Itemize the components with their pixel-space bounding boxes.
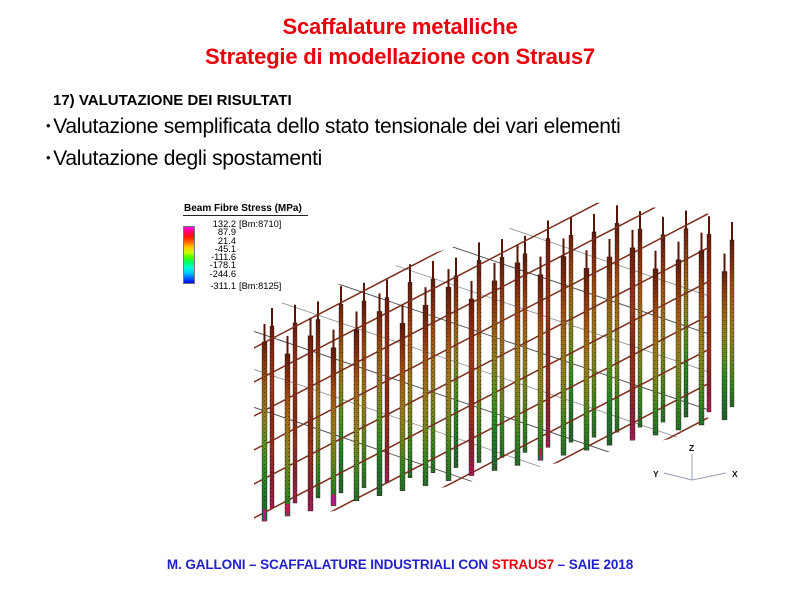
page-title: Scaffalature metalliche Strategie di mod…: [0, 12, 800, 72]
footer-text-pre: M. GALLONI – SCAFFALATURE INDUSTRIALI CO…: [166, 557, 492, 572]
legend-body: 132.2 [Bm:8710] 87.9 21.4 -45.1 -111.6 -178.1-…: [183, 219, 308, 292]
title-line-1: Scaffalature metalliche: [282, 14, 518, 39]
bullet-icon: •: [46, 150, 51, 165]
z-axis-label: Z: [689, 443, 694, 453]
bullet-text: Valutazione semplificata dello stato ten…: [53, 115, 621, 138]
axis-triad: Z Y X: [653, 443, 738, 481]
legend-entry: 87.9: [217, 227, 236, 238]
x-axis-line: [691, 472, 727, 481]
bullet-list: • Valutazione semplificata dello stato te…: [46, 110, 621, 174]
y-axis-line: [663, 472, 693, 481]
section-heading: 17) VALUTAZIONE DEI RISULTATI: [53, 92, 292, 109]
bullet-item: • Valutazione semplificata dello stato te…: [46, 110, 621, 142]
legend-entry: -311.1 [Bm:8125]: [210, 281, 282, 292]
legend-title: Beam Fibre Stress (MPa): [183, 203, 308, 216]
legend-entry: 21.4: [217, 235, 236, 246]
footer-text-post: – SAIE 2018: [554, 557, 634, 572]
y-axis-label: Y: [653, 469, 659, 479]
title-line-2: Strategie di modellazione con Straus7: [205, 44, 595, 69]
footer: M. GALLONI – SCAFFALATURE INDUSTRIALI CO…: [0, 557, 800, 572]
bullet-text: Valutazione degli spostamenti: [53, 147, 323, 170]
legend-colorbar: [183, 226, 195, 284]
legend-entry: 132.2 [Bm:8710]: [212, 219, 282, 229]
footer-brand: STRAUS7: [491, 557, 554, 572]
legend-entry: -178.1: [209, 260, 236, 271]
x-axis-label: X: [732, 469, 738, 479]
legend-entry: -111.6: [211, 252, 236, 263]
legend-entry: -45.1: [214, 243, 236, 254]
stress-legend: Beam Fibre Stress (MPa) 132.2 [Bm:8710] 87…: [183, 198, 308, 292]
legend-entry: -244.6: [209, 268, 236, 279]
bullet-icon: •: [46, 118, 51, 133]
legend-entries: 132.2 [Bm:8710] 87.9 21.4 -45.1 -111.6 -178.1-…: [200, 219, 282, 292]
bullet-item: • Valutazione degli spostamenti: [46, 142, 621, 174]
